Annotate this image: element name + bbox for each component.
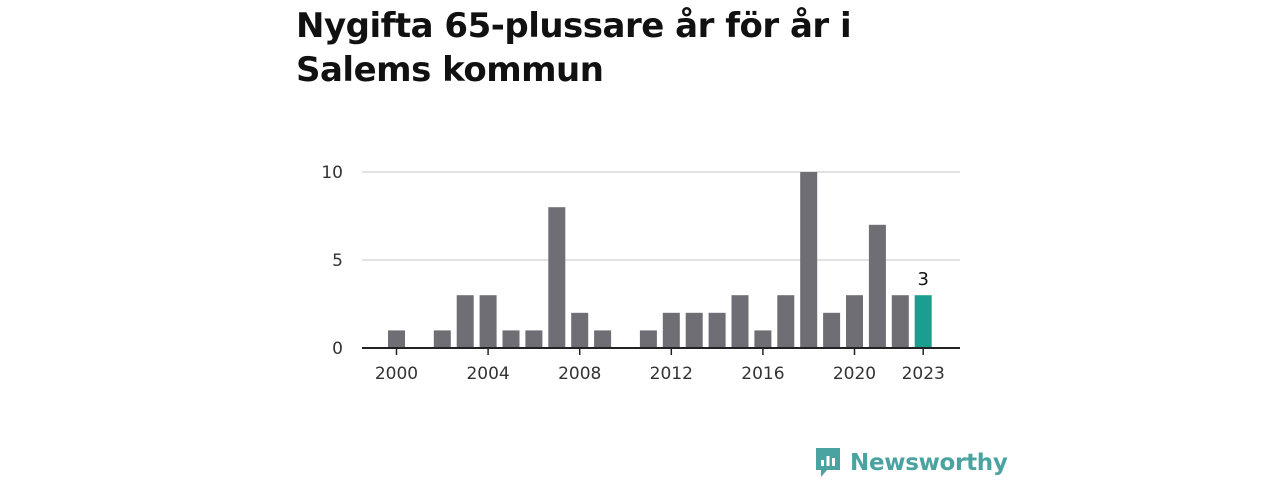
bar-2016 xyxy=(754,330,772,348)
x-tick-label: 2008 xyxy=(558,364,601,384)
newsworthy-logo-icon xyxy=(816,448,840,477)
y-axis-ticks: 0 5 10 xyxy=(321,163,343,359)
bar-2019 xyxy=(823,312,841,348)
y-tick-label: 0 xyxy=(332,339,343,359)
bar-2013 xyxy=(685,312,703,348)
x-tick-label: 2023 xyxy=(902,364,945,384)
grid-lines xyxy=(362,171,960,261)
bar-2023 xyxy=(914,295,932,348)
bar-2004 xyxy=(479,295,497,348)
bar-2005 xyxy=(502,330,520,348)
x-tick-label: 2004 xyxy=(466,364,509,384)
x-tick-label: 2016 xyxy=(741,364,784,384)
bars xyxy=(388,172,932,348)
brand-name: Newsworthy xyxy=(850,450,1008,476)
bar-2003 xyxy=(456,295,474,348)
brand: Newsworthy xyxy=(814,446,1008,480)
bar-2009 xyxy=(594,330,612,348)
bar-2021 xyxy=(868,224,886,348)
x-tick-label: 2012 xyxy=(650,364,693,384)
bar-2006 xyxy=(525,330,543,348)
y-tick-label: 5 xyxy=(332,251,343,271)
chart-title: Nygifta 65-plussare år för år i Salems k… xyxy=(296,6,852,90)
y-tick-label: 10 xyxy=(321,163,343,183)
bar-2002 xyxy=(433,330,451,348)
bar-2014 xyxy=(708,312,726,348)
bar-2018 xyxy=(800,172,818,348)
x-tick-label: 2000 xyxy=(375,364,418,384)
bar-2020 xyxy=(846,295,863,348)
bar-2008 xyxy=(571,312,589,348)
bar-2007 xyxy=(548,207,566,348)
bar-2000 xyxy=(388,330,405,348)
x-axis-ticks: 2000 2004 2008 2012 2016 2020 2023 xyxy=(375,348,945,384)
bar-2012 xyxy=(662,312,680,348)
bar-2017 xyxy=(777,295,795,348)
bar-2022 xyxy=(891,295,909,348)
highlight-value-label: 3 xyxy=(917,269,928,290)
x-tick-label: 2020 xyxy=(833,364,876,384)
bar-2015 xyxy=(731,295,749,348)
bar-2011 xyxy=(639,330,657,348)
